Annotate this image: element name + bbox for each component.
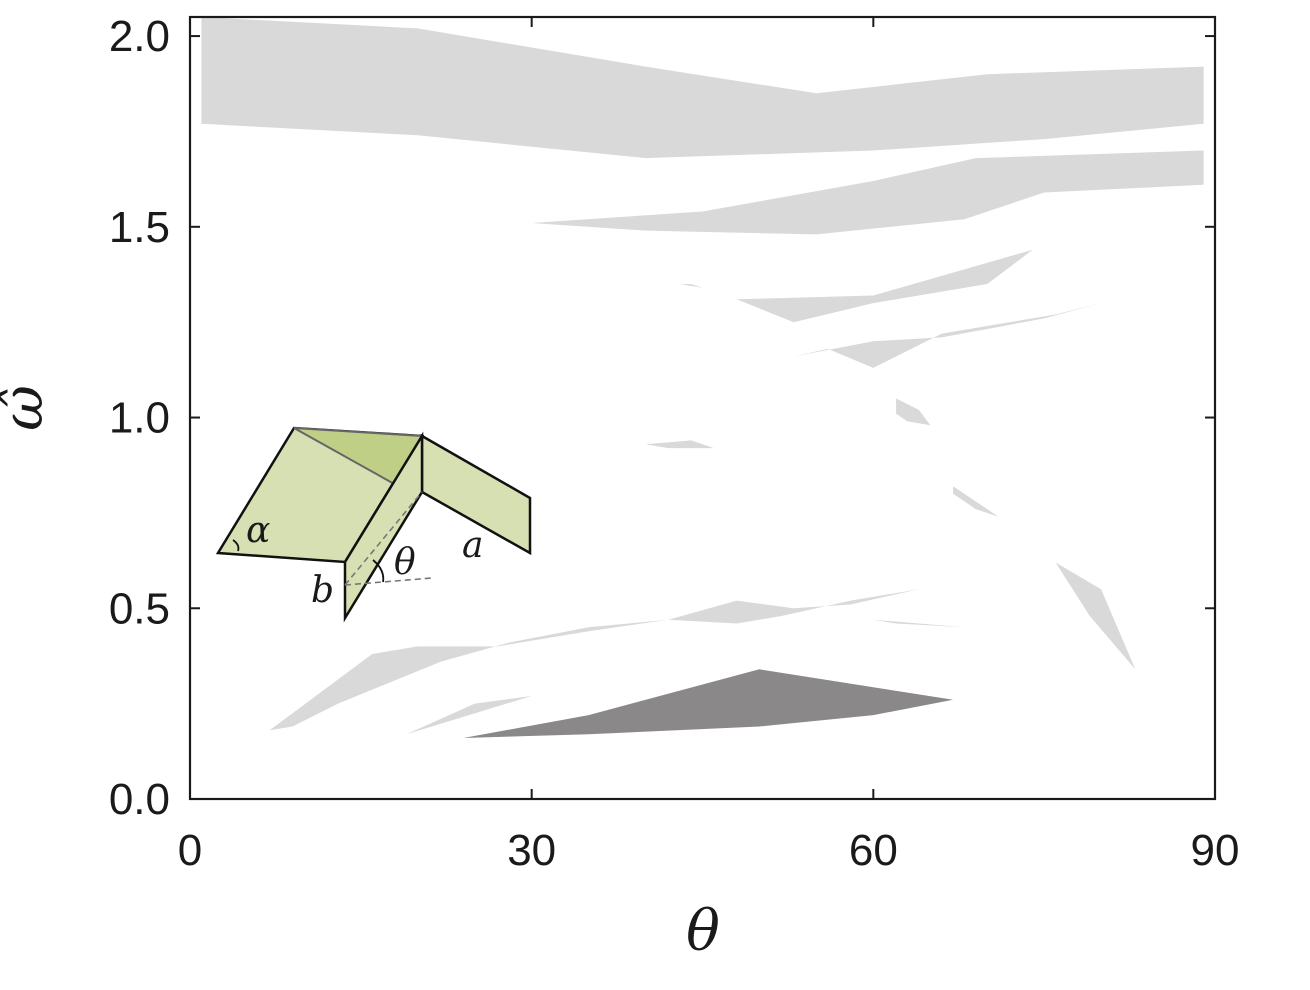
- inset-alpha-label: α: [246, 510, 270, 551]
- band-region-6: [896, 398, 931, 426]
- y-tick-label: 1.5: [109, 203, 170, 252]
- bands-layer: [201, 17, 1204, 738]
- inset-theta-baseline: [344, 577, 433, 586]
- inset-theta-label: θ: [394, 542, 416, 583]
- folded-plate-inset: α θ a b: [215, 426, 532, 623]
- inset-b-label: b: [311, 570, 334, 611]
- y-tick-label: 1.0: [109, 394, 170, 443]
- x-tick-label: 60: [849, 826, 898, 875]
- y-tick-label: 0.0: [109, 775, 170, 824]
- band-region-5: [793, 303, 1102, 368]
- band-region-12: [873, 619, 965, 628]
- ticks-layer: [189, 17, 1216, 800]
- band-region-3: [736, 249, 1033, 323]
- y-axis-label: ω̂: [0, 385, 56, 431]
- x-axis-label: θ: [686, 899, 720, 964]
- tick-labels-layer: 0 30 60 90 0.0 0.5 1.0 1.5 2.0: [109, 12, 1240, 875]
- band-region-8: [953, 486, 999, 517]
- band-region-10: [269, 589, 919, 731]
- x-tick-label: 0: [178, 826, 202, 875]
- band-region-4: [679, 284, 703, 288]
- x-tick-label: 90: [1191, 826, 1240, 875]
- band-region-7: [645, 440, 714, 449]
- band-region-11: [406, 696, 532, 735]
- band-region-9: [1055, 562, 1136, 670]
- plot-frame: [188, 15, 1217, 801]
- inset-hidden-edge: [344, 491, 423, 586]
- band-region-2: [531, 150, 1204, 235]
- band-region-1: [201, 17, 1204, 159]
- inset-a-label: a: [462, 525, 483, 566]
- y-tick-label: 2.0: [109, 12, 170, 61]
- inset-theta-arc: [372, 559, 385, 583]
- band-region-13: [463, 669, 954, 738]
- x-tick-label: 30: [507, 826, 556, 875]
- y-tick-label: 0.5: [109, 584, 170, 633]
- inset-alpha-arc: [232, 539, 240, 552]
